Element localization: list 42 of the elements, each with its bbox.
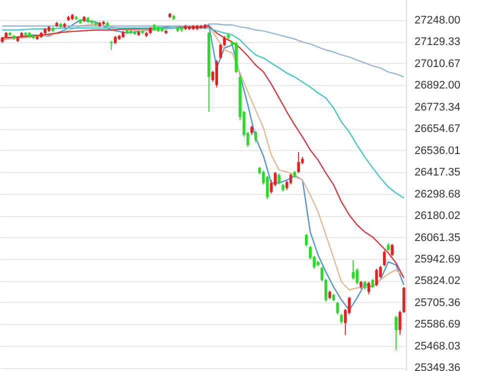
y-tick-label: 26417.35 xyxy=(414,166,460,179)
candlestick xyxy=(398,310,402,336)
candlestick xyxy=(254,130,258,143)
candlestick xyxy=(278,173,280,185)
y-tick-label: 26773.34 xyxy=(414,101,460,114)
candlestick xyxy=(375,268,378,287)
candlestick xyxy=(324,278,328,302)
candlestick xyxy=(266,175,269,200)
y-tick-label: 25468.03 xyxy=(414,340,460,352)
candlestick xyxy=(215,59,218,88)
candlestick xyxy=(304,233,308,248)
candlestick xyxy=(340,314,343,324)
candlestick xyxy=(223,36,226,47)
candlestick xyxy=(382,250,386,267)
y-tick-label: 26654.67 xyxy=(414,123,460,136)
line-series xyxy=(2,27,404,199)
candlestick xyxy=(390,243,394,256)
candlestick xyxy=(219,43,222,60)
y-tick-label: 25349.36 xyxy=(414,362,460,371)
candlestick xyxy=(367,281,370,295)
line-series xyxy=(2,23,404,78)
candlestick xyxy=(289,173,292,185)
y-tick-label: 25942.69 xyxy=(414,253,460,266)
y-tick-label: 27129.33 xyxy=(414,36,460,48)
candlestick xyxy=(320,266,324,282)
candlestick xyxy=(352,260,355,280)
candlestick xyxy=(250,125,254,136)
candlestick xyxy=(336,301,339,315)
candlestick xyxy=(402,286,406,314)
y-tick-label: 26892.00 xyxy=(414,80,460,92)
y-tick-label: 27248.00 xyxy=(414,14,460,26)
y-tick-label: 26298.68 xyxy=(414,188,460,200)
y-tick-label: 26536.01 xyxy=(414,144,460,157)
y-tick-label: 27010.67 xyxy=(414,58,460,70)
candlestick xyxy=(394,315,398,350)
y-tick-label: 25824.02 xyxy=(414,275,460,288)
candlestick xyxy=(356,268,358,285)
candlestick xyxy=(297,151,300,174)
y-tick-label: 26061.35 xyxy=(414,232,460,244)
y-tick-label: 26180.02 xyxy=(414,210,460,222)
y-tick-label: 25586.69 xyxy=(414,318,460,331)
y-tick-label: 25705.36 xyxy=(414,296,460,309)
